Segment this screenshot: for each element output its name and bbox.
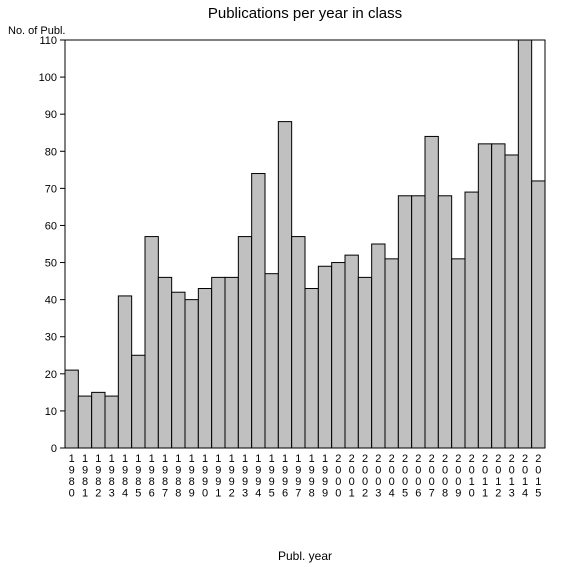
x-tick-label: 1986 bbox=[149, 453, 155, 500]
x-tick-label: 2002 bbox=[362, 453, 368, 500]
x-tick-label: 2005 bbox=[402, 453, 408, 500]
x-tick-label: 1987 bbox=[162, 453, 168, 500]
bar bbox=[398, 196, 411, 448]
bar bbox=[212, 277, 225, 448]
bar bbox=[492, 144, 505, 448]
bar bbox=[292, 237, 305, 448]
bar bbox=[225, 277, 238, 448]
y-tick-label: 0 bbox=[51, 443, 57, 455]
x-tick-label: 1988 bbox=[175, 453, 181, 500]
x-tick-label: 1998 bbox=[309, 453, 315, 500]
x-tick-label: 2015 bbox=[535, 453, 541, 500]
bar bbox=[518, 40, 531, 448]
bar bbox=[252, 174, 265, 448]
x-tick-label: 1994 bbox=[255, 453, 261, 500]
x-tick-label: 1996 bbox=[282, 453, 288, 500]
bar bbox=[185, 300, 198, 448]
x-tick-label: 2014 bbox=[522, 453, 528, 500]
y-tick-label: 110 bbox=[39, 35, 57, 47]
bar bbox=[265, 274, 278, 448]
bar bbox=[145, 237, 158, 448]
x-tick-label: 1991 bbox=[215, 453, 221, 500]
y-tick-label: 80 bbox=[45, 146, 57, 158]
x-tick-label: 1999 bbox=[322, 453, 328, 500]
x-tick-label: 1982 bbox=[95, 453, 101, 500]
bars-group bbox=[65, 40, 545, 448]
bar bbox=[78, 396, 91, 448]
bar bbox=[158, 277, 171, 448]
x-tick-label: 1995 bbox=[269, 453, 275, 500]
y-tick-group: 0 10 20 30 40 50 60 70 80 90 100 110 bbox=[39, 35, 65, 455]
x-tick-label: 2006 bbox=[415, 453, 421, 500]
bar bbox=[198, 289, 211, 448]
bar bbox=[118, 296, 131, 448]
bar bbox=[278, 122, 291, 448]
bar bbox=[385, 259, 398, 448]
x-axis-label: Publ. year bbox=[278, 549, 332, 563]
bar bbox=[332, 263, 345, 448]
x-tick-label: 1983 bbox=[109, 453, 115, 500]
bar bbox=[345, 255, 358, 448]
chart-container: { "chart": { "type": "bar", "title": "Pu… bbox=[0, 0, 567, 567]
bar bbox=[132, 355, 145, 448]
y-tick-label: 10 bbox=[45, 406, 57, 418]
x-tick-label: 1980 bbox=[69, 453, 75, 500]
bar bbox=[505, 155, 518, 448]
bar bbox=[358, 277, 371, 448]
y-tick-label: 60 bbox=[45, 220, 57, 232]
bar bbox=[172, 292, 185, 448]
x-tick-group: 1980 1981 1982 1983 1984 1985 1986 1987 1988 1989… bbox=[69, 453, 542, 500]
bar bbox=[532, 181, 545, 448]
x-tick-label: 1992 bbox=[229, 453, 235, 500]
x-tick-label: 2000 bbox=[335, 453, 341, 500]
bar bbox=[465, 192, 478, 448]
x-tick-label: 2001 bbox=[349, 453, 355, 500]
bar bbox=[105, 396, 118, 448]
bar bbox=[452, 259, 465, 448]
x-tick-label: 2010 bbox=[469, 453, 475, 500]
x-tick-label: 1997 bbox=[295, 453, 301, 500]
x-tick-label: 1990 bbox=[202, 453, 208, 500]
x-tick-label: 2004 bbox=[389, 453, 395, 500]
x-tick-label: 2013 bbox=[509, 453, 515, 500]
bar bbox=[318, 266, 331, 448]
bar bbox=[305, 289, 318, 448]
x-tick-label: 2012 bbox=[495, 453, 501, 500]
bar bbox=[238, 237, 251, 448]
bar bbox=[425, 136, 438, 448]
x-tick-label: 1989 bbox=[189, 453, 195, 500]
y-tick-label: 40 bbox=[45, 295, 57, 307]
y-tick-label: 30 bbox=[45, 332, 57, 344]
chart-svg: Publications per year in class No. of Pu… bbox=[0, 0, 567, 567]
x-tick-label: 1993 bbox=[242, 453, 248, 500]
y-tick-label: 90 bbox=[45, 109, 57, 121]
chart-title: Publications per year in class bbox=[208, 5, 402, 22]
x-tick-label: 2008 bbox=[442, 453, 448, 500]
bar bbox=[478, 144, 491, 448]
y-tick-label: 20 bbox=[45, 369, 57, 381]
x-tick-label: 2011 bbox=[482, 453, 488, 500]
bar bbox=[372, 244, 385, 448]
x-tick-label: 2003 bbox=[375, 453, 381, 500]
x-tick-label: 1984 bbox=[122, 453, 128, 500]
y-tick-label: 50 bbox=[45, 258, 57, 270]
x-tick-label: 1985 bbox=[135, 453, 141, 500]
x-tick-label: 1981 bbox=[82, 453, 88, 500]
bar bbox=[65, 370, 78, 448]
bar bbox=[438, 196, 451, 448]
bar bbox=[92, 392, 105, 448]
x-tick-label: 2007 bbox=[429, 453, 435, 500]
bar bbox=[412, 196, 425, 448]
y-tick-label: 100 bbox=[39, 72, 57, 84]
y-tick-label: 70 bbox=[45, 183, 57, 195]
x-tick-label: 2009 bbox=[455, 453, 461, 500]
